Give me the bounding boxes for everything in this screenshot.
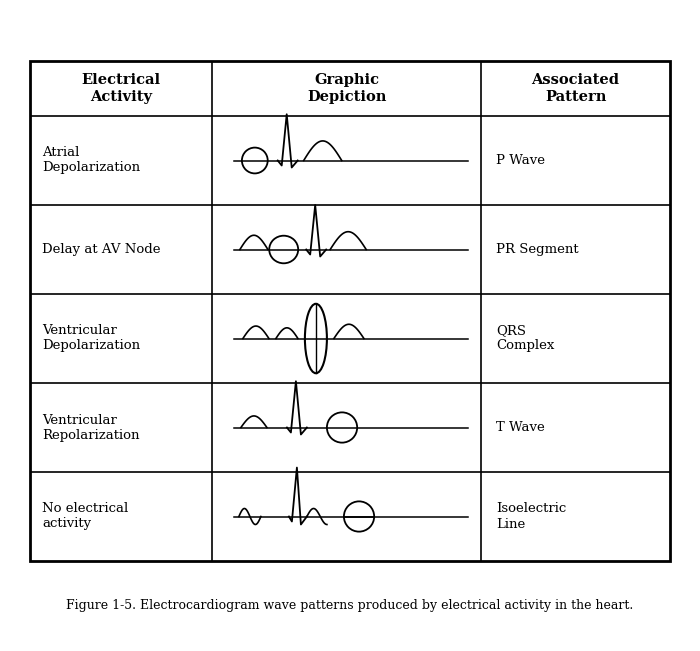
Text: Figure 1-5. Electrocardiogram wave patterns produced by electrical activity in t: Figure 1-5. Electrocardiogram wave patte…	[66, 600, 634, 613]
Bar	[30, 61, 670, 561]
Text: T Wave: T Wave	[496, 421, 545, 434]
Text: Isoelectric
Line: Isoelectric Line	[496, 503, 566, 531]
Text: PR Segment: PR Segment	[496, 243, 579, 256]
Text: No electrical
activity: No electrical activity	[42, 503, 128, 531]
Text: Delay at AV Node: Delay at AV Node	[42, 243, 160, 256]
Text: Ventricular
Repolarization: Ventricular Repolarization	[42, 413, 139, 441]
Text: Graphic
Depiction: Graphic Depiction	[307, 74, 386, 104]
Text: QRS
Complex: QRS Complex	[496, 324, 554, 352]
Text: Electrical
Activity: Electrical Activity	[82, 74, 161, 104]
Text: Atrial
Depolarization: Atrial Depolarization	[42, 146, 140, 174]
Text: Ventricular
Depolarization: Ventricular Depolarization	[42, 324, 140, 352]
Text: Associated
Pattern: Associated Pattern	[531, 74, 620, 104]
Text: P Wave: P Wave	[496, 154, 545, 167]
